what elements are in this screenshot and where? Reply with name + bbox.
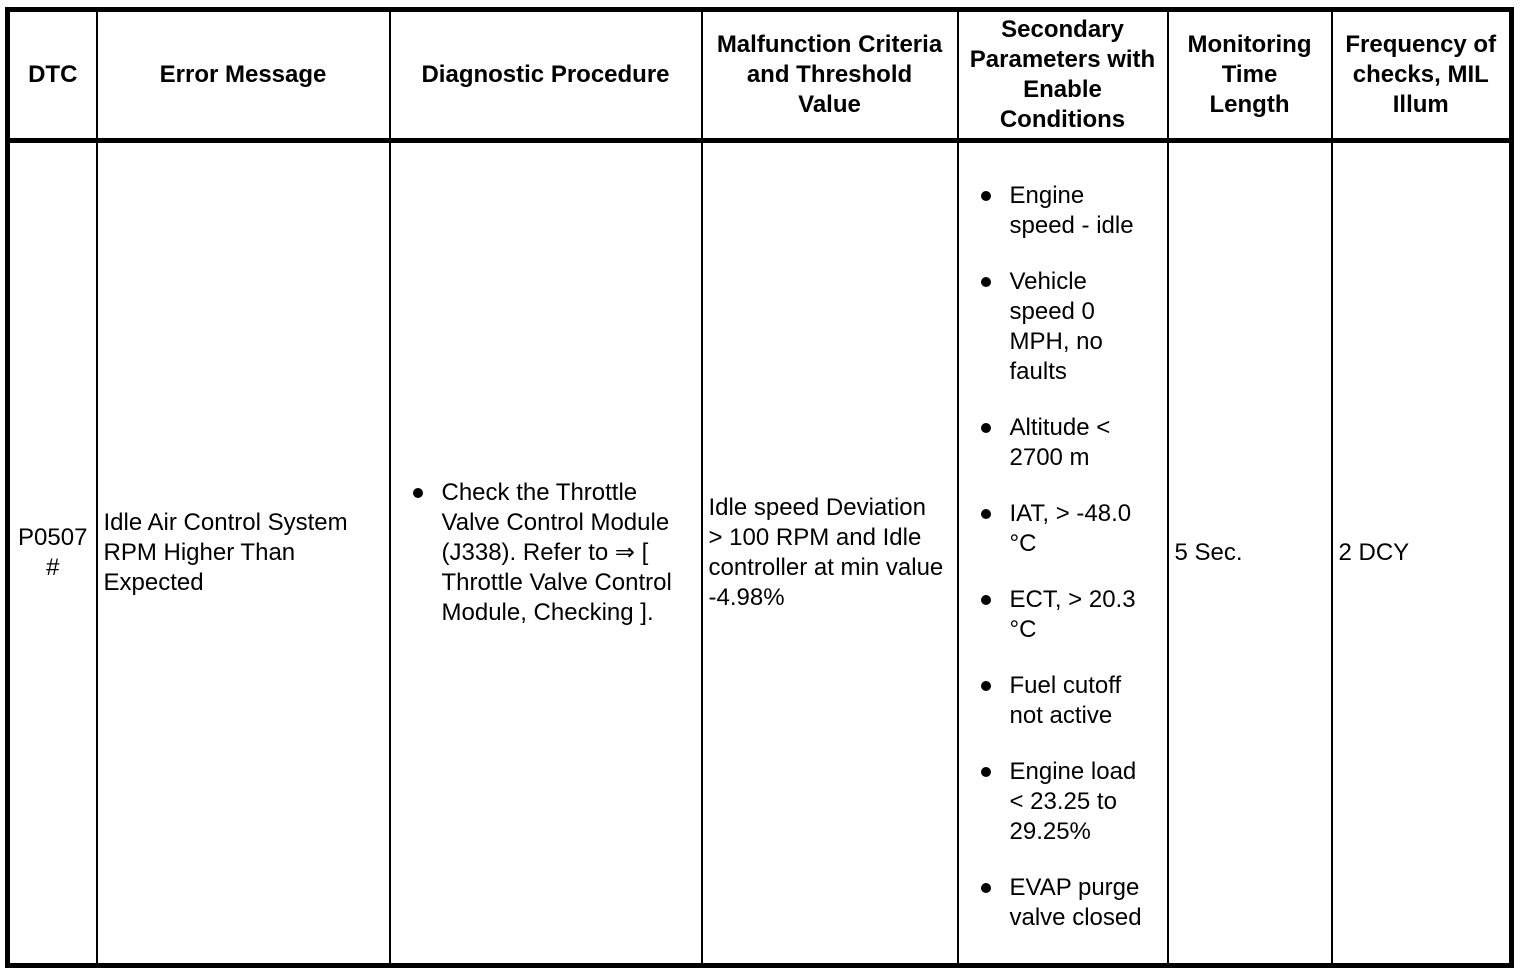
secondary-parameters-list: Engine speed - idle Vehicle speed 0 MPH,…	[960, 181, 1166, 933]
header-row: DTC Error Message Diagnostic Procedure M…	[6, 8, 1513, 143]
list-item: Altitude < 2700 m	[960, 413, 1166, 473]
col-header-dtc: DTC	[6, 8, 98, 143]
col-header-error-message: Error Message	[95, 8, 391, 143]
cell-diagnostic-procedure: Check the Throttle Valve Control Module …	[388, 139, 703, 967]
list-item: Engine load < 23.25 to 29.25%	[960, 757, 1166, 847]
list-item-text: Fuel cutoff not active	[1009, 672, 1122, 729]
list-item: EVAP purge valve closed	[960, 873, 1166, 933]
col-header-secondary-parameters: Secondary Parameters with Enable Conditi…	[956, 8, 1169, 143]
list-item: ECT, > 20.3 °C	[960, 585, 1166, 645]
list-item: Vehicle speed 0 MPH, no faults	[960, 267, 1166, 387]
cell-secondary-parameters: Engine speed - idle Vehicle speed 0 MPH,…	[956, 139, 1169, 967]
list-item-text: ECT, > 20.3 °C	[1009, 586, 1136, 643]
list-item-text: Altitude < 2700 m	[1009, 414, 1111, 471]
bullet-icon	[980, 277, 991, 287]
list-item: Check the Throttle Valve Control Module …	[392, 478, 700, 628]
list-item: Engine speed - idle	[960, 181, 1166, 241]
list-item-text: EVAP purge valve closed	[1009, 874, 1142, 931]
list-item-text: Engine speed - idle	[1009, 182, 1134, 239]
bullet-icon	[980, 681, 991, 691]
bullet-icon	[980, 191, 991, 201]
col-header-diagnostic-procedure: Diagnostic Procedure	[388, 8, 703, 143]
bullet-icon	[980, 595, 991, 605]
cell-frequency: 2 DCY	[1330, 139, 1513, 967]
bullet-icon	[980, 509, 991, 519]
table-row-p0507: P0507 # Idle Air Control System RPM High…	[6, 139, 1513, 967]
bullet-icon	[980, 767, 991, 777]
dtc-reference-table: DTC Error Message Diagnostic Procedure M…	[5, 7, 1514, 968]
list-item-text: IAT, > -48.0 °C	[1009, 500, 1132, 557]
cell-error-message: Idle Air Control System RPM Higher Than …	[95, 139, 391, 967]
diagnostic-procedure-list: Check the Throttle Valve Control Module …	[392, 478, 700, 628]
col-header-frequency: Frequency of checks, MIL Illum	[1330, 8, 1513, 143]
bullet-icon	[980, 883, 991, 893]
cell-dtc-code: P0507 #	[6, 139, 98, 967]
list-item: IAT, > -48.0 °C	[960, 499, 1166, 559]
cell-malfunction-criteria: Idle speed Deviation > 100 RPM and Idle …	[700, 139, 959, 967]
col-header-monitoring-time: Monitoring Time Length	[1166, 8, 1333, 143]
cell-monitoring-time: 5 Sec.	[1166, 139, 1333, 967]
bullet-icon	[980, 423, 991, 433]
list-item-text: Engine load < 23.25 to 29.25%	[1009, 758, 1137, 845]
col-header-malfunction-criteria: Malfunction Criteria and Threshold Value	[700, 8, 959, 143]
list-item-text: Check the Throttle Valve Control Module …	[441, 479, 672, 626]
list-item: Fuel cutoff not active	[960, 671, 1166, 731]
bullet-icon	[412, 488, 423, 498]
list-item-text: Vehicle speed 0 MPH, no faults	[1009, 268, 1103, 385]
